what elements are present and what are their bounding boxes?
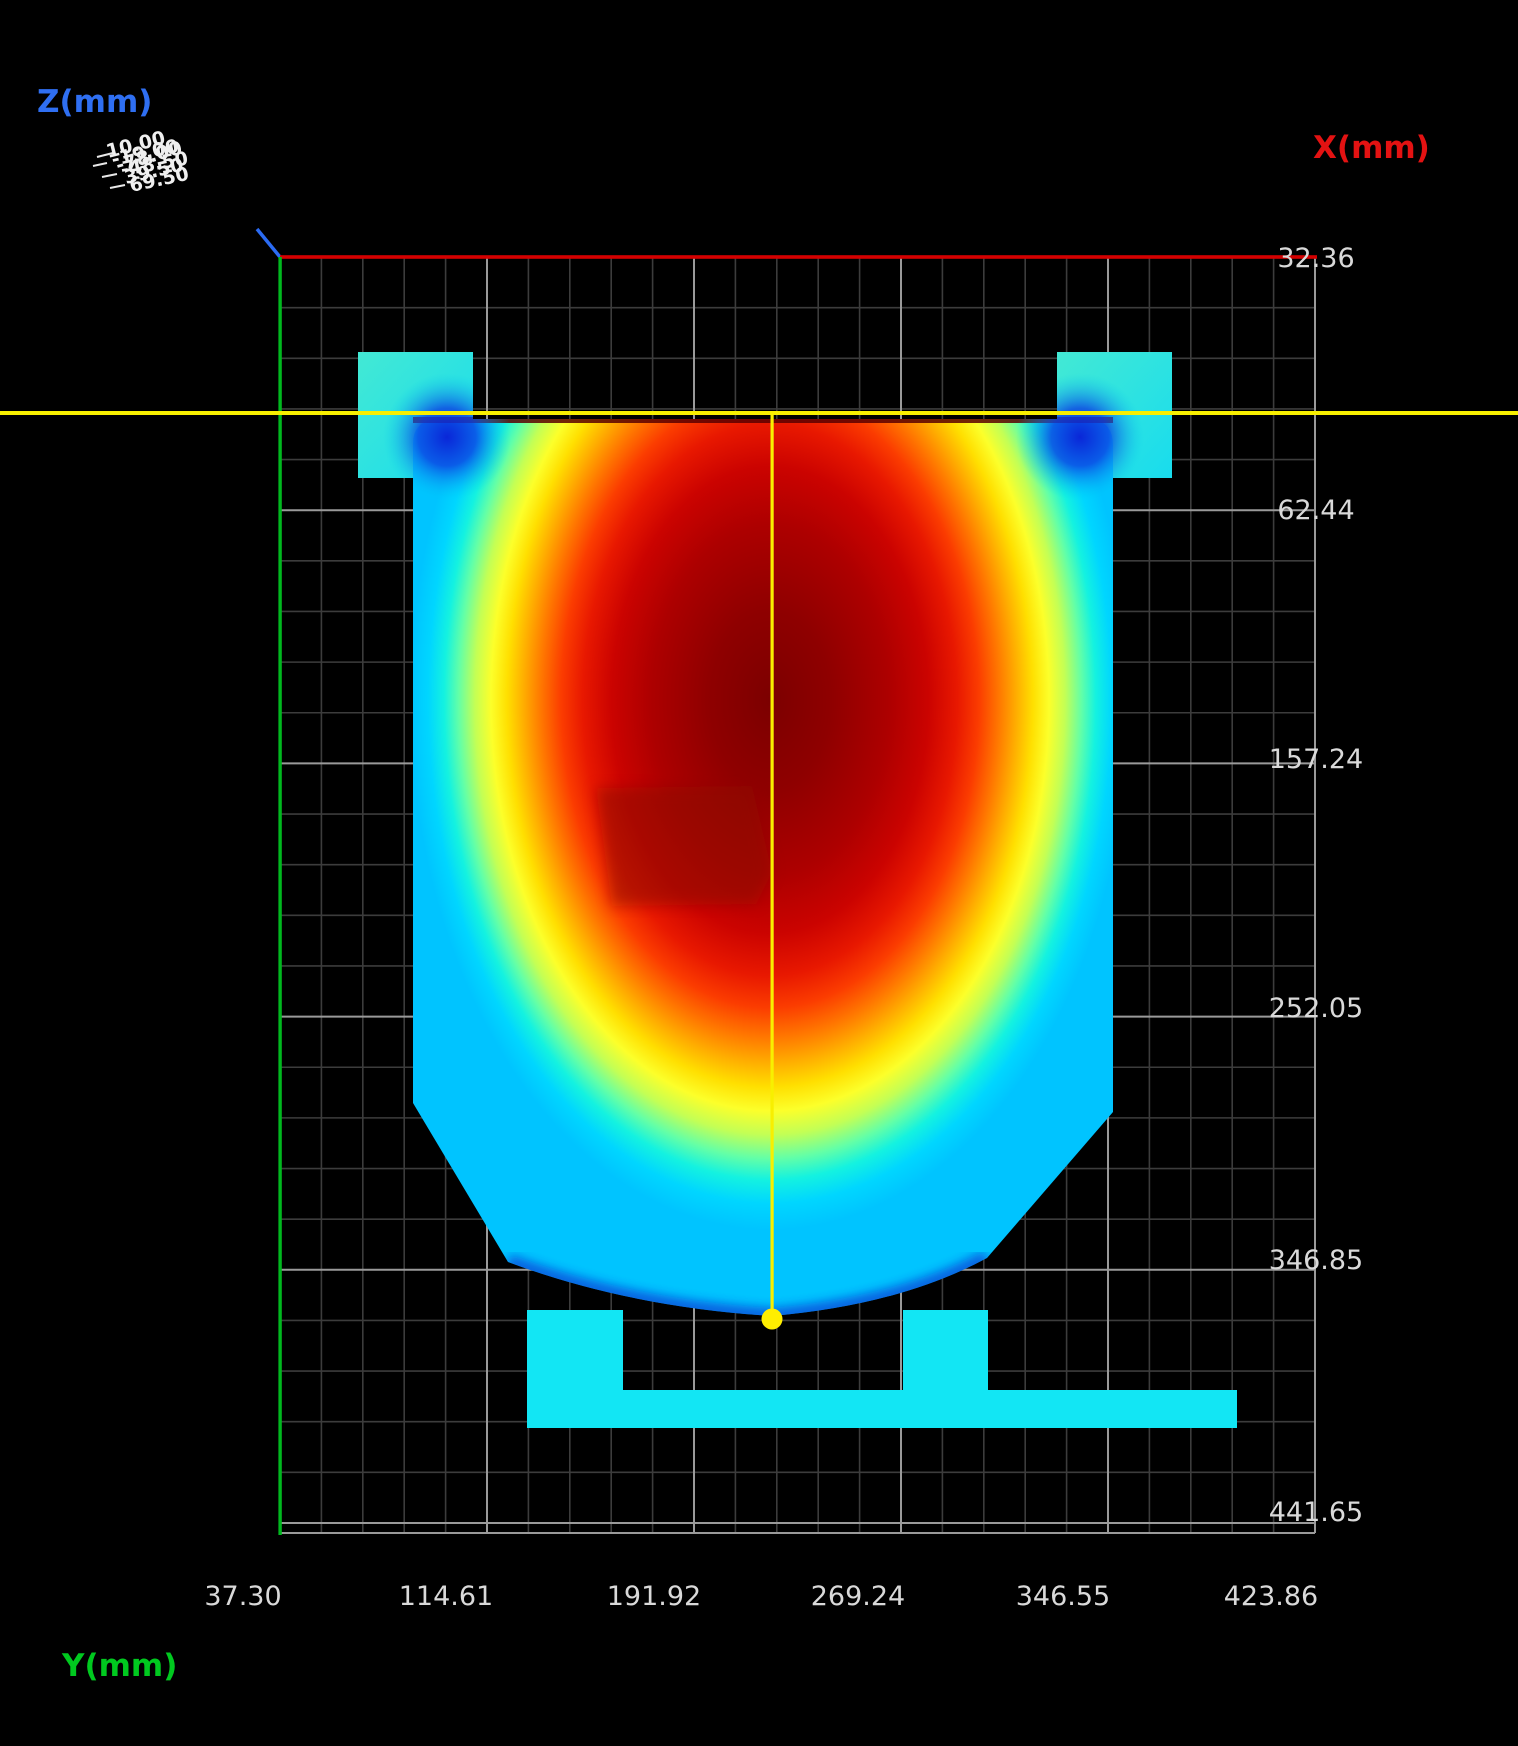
crosshair-horizontal-line[interactable] <box>0 411 1518 415</box>
x-axis-ticks: 32.36 62.44 157.24 252.05 346.85 441.65 <box>1269 243 1363 1528</box>
crosshair-vertical-line[interactable] <box>770 413 774 1319</box>
y-axis-caption: Y(mm) <box>61 1648 177 1684</box>
x-axis-line <box>280 255 1317 259</box>
scanned-object <box>358 352 1237 1428</box>
x-axis-caption: X(mm) <box>1313 130 1430 166</box>
z-tick-dashes <box>92 152 126 189</box>
y-tick-label: 423.86 <box>1224 1581 1318 1612</box>
object-top-dark-rim <box>413 417 1113 423</box>
x-tick-label: 346.85 <box>1269 1245 1363 1276</box>
x-tick-label: 32.36 <box>1277 243 1354 274</box>
x-tick-label: 157.24 <box>1269 744 1363 775</box>
crosshair-point-marker[interactable] <box>761 1308 783 1330</box>
y-tick-label: 191.92 <box>607 1581 701 1612</box>
z-axis-tick-jumble: 10.00 -19.00 -78.00 -48.50 39.50 69.50 <box>92 127 191 197</box>
object-dark-core-patch <box>596 786 772 906</box>
z-axis-line <box>255 227 282 259</box>
crosshair[interactable] <box>0 411 1518 1330</box>
object-left-blue-recess <box>383 373 511 501</box>
y-axis-line <box>278 257 282 1535</box>
y-axis-ticks: 37.30 114.61 191.92 269.24 346.55 423.86 <box>204 1581 1318 1612</box>
z-axis-caption: Z(mm) <box>37 84 152 120</box>
object-foot-bar <box>527 1390 1237 1428</box>
y-tick-label: 37.30 <box>204 1581 281 1612</box>
x-tick-label: 441.65 <box>1269 1497 1363 1528</box>
x-tick-label: 252.05 <box>1269 993 1363 1024</box>
x-tick-label: 62.44 <box>1277 495 1354 526</box>
y-tick-label: 346.55 <box>1016 1581 1110 1612</box>
y-tick-label: 269.24 <box>811 1581 905 1612</box>
object-right-blue-recess <box>1016 373 1144 501</box>
y-tick-label: 114.61 <box>399 1581 493 1612</box>
